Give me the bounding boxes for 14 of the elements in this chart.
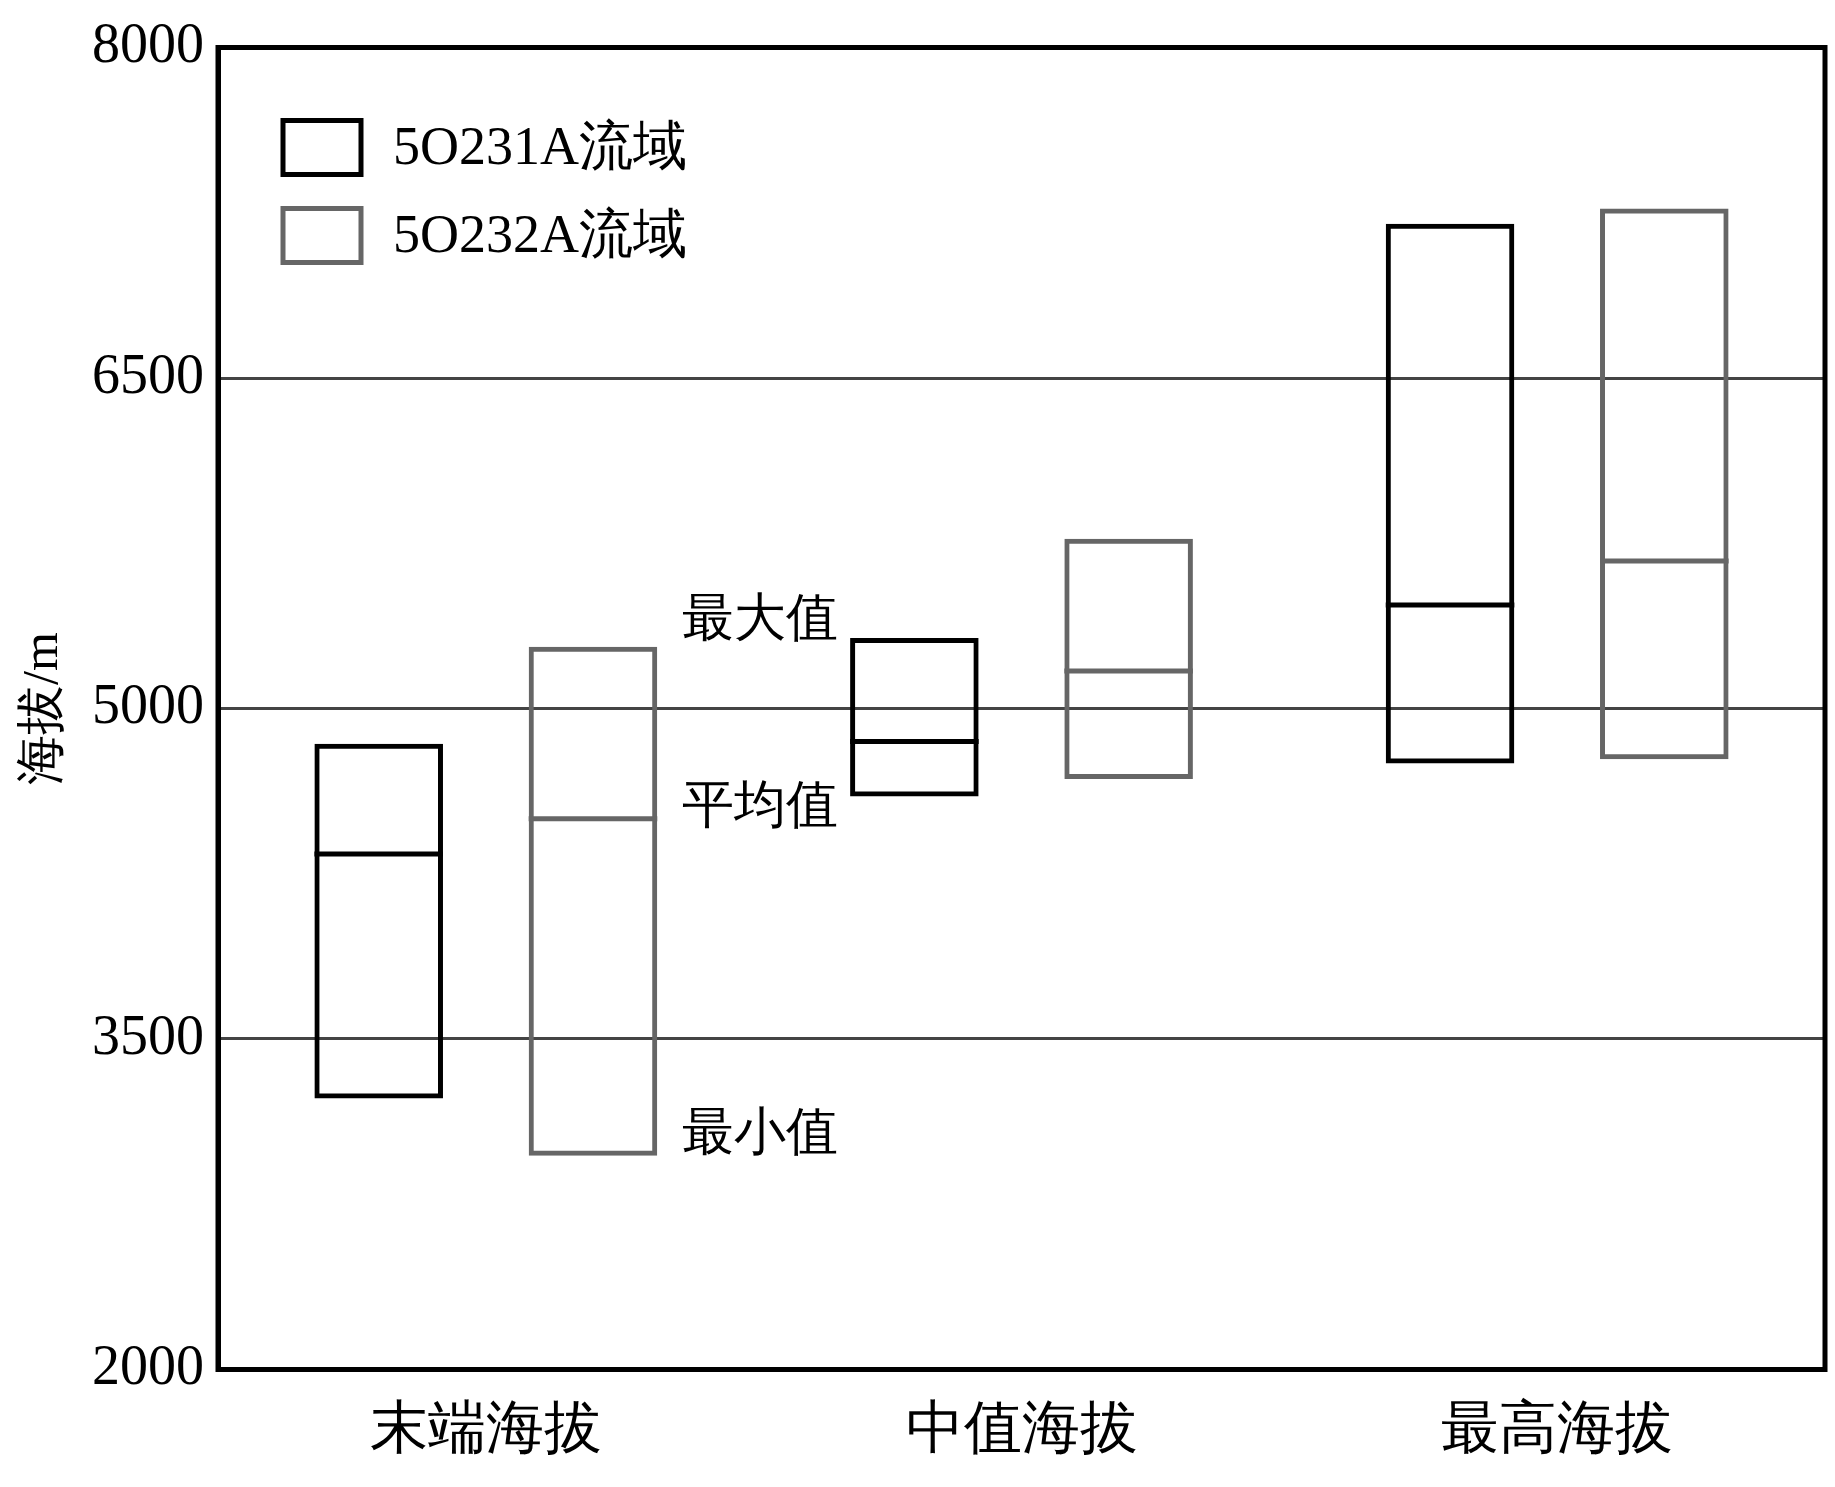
y-tick-label: 6500	[92, 342, 204, 405]
legend-label: 5O231A流域	[393, 115, 687, 176]
y-tick-label: 5000	[92, 673, 204, 736]
x-tick-label: 中值海拔	[905, 1395, 1138, 1461]
annotation: 最大值	[682, 589, 839, 647]
y-tick-label: 2000	[92, 1334, 204, 1397]
annotation: 最小值	[682, 1103, 839, 1161]
legend-label: 5O232A流域	[393, 203, 687, 264]
annotation: 平均值	[682, 776, 839, 834]
x-tick-label: 最高海拔	[1441, 1395, 1674, 1461]
x-tick-label: 末端海拔	[369, 1395, 602, 1461]
y-axis-title: 海拔/m	[12, 632, 69, 785]
y-tick-label: 8000	[92, 12, 204, 75]
y-tick-label: 3500	[92, 1003, 204, 1066]
